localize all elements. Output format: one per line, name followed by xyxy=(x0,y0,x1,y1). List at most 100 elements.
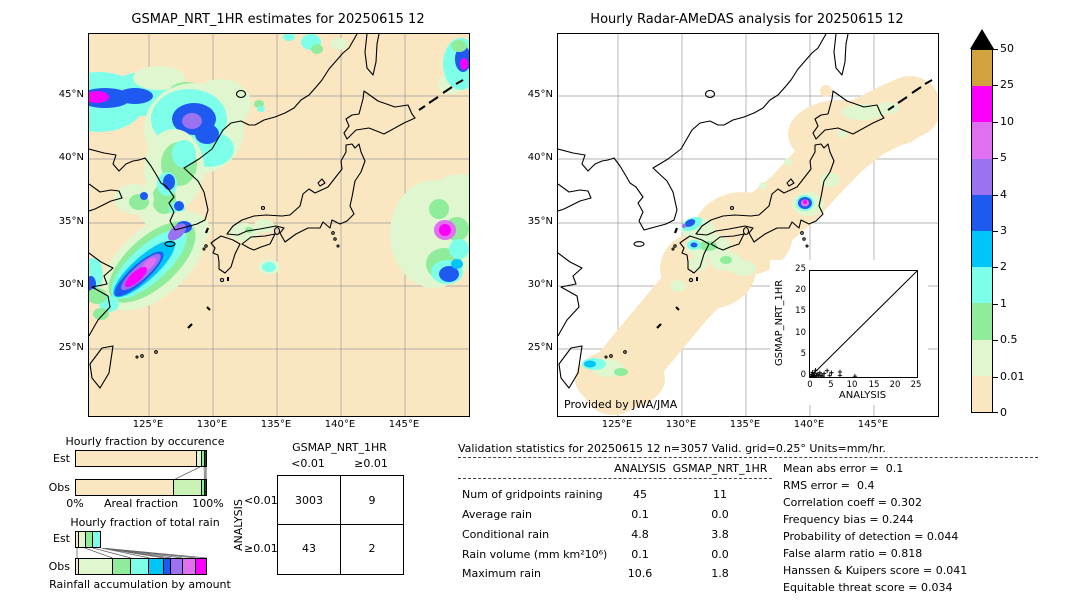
metric-label: RMS error = xyxy=(783,479,850,492)
scatter-point xyxy=(810,370,815,375)
left-ytick-0: 45°N xyxy=(58,89,84,100)
contingency-miss: 43 xyxy=(302,542,316,555)
metric-value: 0.244 xyxy=(882,513,914,526)
right-ytick-2: 35°N xyxy=(527,216,553,227)
metric-value: 0.818 xyxy=(890,547,923,560)
scatter-point xyxy=(824,368,830,373)
total-rain-connectors xyxy=(76,548,207,558)
metric-value: 0.041 xyxy=(935,564,968,577)
left-ytick-2: 35°N xyxy=(58,216,84,227)
colorbar-label-50: 50 xyxy=(1000,42,1014,55)
scatter-point xyxy=(827,373,832,377)
stats-row-label: Rain volume (mm km²10⁶) xyxy=(462,548,608,561)
metric-value: 0.034 xyxy=(920,581,953,594)
inset-ylabel: GSMAP_NRT_1HR xyxy=(774,279,785,367)
total-rain-bar-est xyxy=(75,531,102,548)
metric-value: 0.1 xyxy=(885,462,904,475)
stats-row-analysis: 0.1 xyxy=(631,508,649,521)
inset-xtick: 0 xyxy=(807,380,813,390)
scatter-point xyxy=(816,373,821,377)
gsmap-map-panel xyxy=(88,33,470,417)
left-map-title: GSMAP_NRT_1HR estimates for 20250615 12 xyxy=(131,12,425,27)
inset-plot-box xyxy=(809,270,918,378)
inset-xtick: 5 xyxy=(828,380,834,390)
stats-header: Validation statistics for 20250615 12 n=… xyxy=(458,442,886,455)
colorbar-tick xyxy=(993,49,998,50)
metric-value: 0.044 xyxy=(926,530,959,543)
metric-line: False alarm ratio = 0.818 xyxy=(783,547,922,560)
one-to-one-line xyxy=(810,271,917,377)
right-ytick-4: 25°N xyxy=(527,342,553,353)
contingency-grid: 3003 9 43 2 xyxy=(277,475,404,575)
metric-label: Hanssen & Kuipers score = xyxy=(783,564,933,577)
scatter-point xyxy=(817,370,823,375)
colorbar-label-10: 10 xyxy=(1000,115,1014,128)
inset-ytick: 20 xyxy=(795,285,806,295)
contingency-col-1: ≥0.01 xyxy=(354,457,388,470)
metric-line: Mean abs error = 0.1 xyxy=(783,462,903,475)
colorbar-tick xyxy=(993,158,998,159)
colorbar-tick xyxy=(993,231,998,232)
occurrence-connectors xyxy=(175,467,207,479)
total-rain-row-label-obs: Obs xyxy=(48,560,70,573)
stats-divider-cols xyxy=(458,478,772,479)
stats-row-gsmap: 0.0 xyxy=(711,548,729,561)
inset-xtick: 15 xyxy=(868,380,880,390)
stats-col-analysis: ANALYSIS xyxy=(614,462,666,475)
right-ytick-3: 30°N xyxy=(527,279,553,290)
metric-value: 0.302 xyxy=(890,496,923,509)
scatter-point xyxy=(829,370,834,375)
inset-xlabel: ANALYSIS xyxy=(838,390,887,401)
inset-ytick: 10 xyxy=(795,328,806,338)
colorbar-tick xyxy=(993,195,998,196)
colorbar-tick xyxy=(993,412,998,413)
stats-col-gsmap: GSMAP_NRT_1HR xyxy=(672,462,768,475)
colorbar-tick xyxy=(993,267,998,268)
total-rain-xlabel: Rainfall accumulation by amount xyxy=(49,578,231,591)
metric-line: Equitable threat score = 0.034 xyxy=(783,581,952,594)
total-rain-row-label-est: Est xyxy=(53,532,70,545)
right-xtick-4: 145°E xyxy=(857,419,889,430)
metric-line: Frequency bias = 0.244 xyxy=(783,513,914,526)
metric-line: Correlation coeff = 0.302 xyxy=(783,496,922,509)
precipitation-blobs xyxy=(89,34,469,320)
stats-row-label: Maximum rain xyxy=(462,567,541,580)
contingency-row-axis: ANALYSIS xyxy=(232,499,245,551)
colorbar-label-25: 25 xyxy=(1000,78,1014,91)
scatter-point xyxy=(813,368,818,373)
left-xtick-3: 140°E xyxy=(324,419,356,430)
colorbar-overflow-triangle xyxy=(970,29,994,49)
occurrence-xlabel: Areal fraction xyxy=(103,497,179,510)
left-xtick-4: 145°E xyxy=(388,419,420,430)
colorbar-label-05: 0.5 xyxy=(1000,333,1018,346)
metric-label: Mean abs error = xyxy=(783,462,879,475)
metric-line: Probability of detection = 0.044 xyxy=(783,530,958,543)
inset-ytick: 5 xyxy=(800,349,806,359)
occurrence-row-label-obs: Obs xyxy=(48,481,70,494)
metric-label: Probability of detection = xyxy=(783,530,924,543)
scatter-point xyxy=(852,373,858,377)
right-ytick-1: 40°N xyxy=(527,152,553,163)
metric-value: 0.4 xyxy=(856,479,875,492)
inset-xtick: 20 xyxy=(889,380,901,390)
contingency-hit: 2 xyxy=(368,542,376,555)
inset-plot-canvas xyxy=(810,271,917,377)
colorbar-label-5: 5 xyxy=(1000,151,1007,164)
stats-row-gsmap: 11 xyxy=(713,488,727,501)
stats-row-label: Conditional rain xyxy=(462,528,550,541)
gsmap-map-canvas xyxy=(89,34,469,416)
contingency-hline xyxy=(278,524,403,525)
stats-row-gsmap: 3.8 xyxy=(711,528,729,541)
inset-ytick: 0 xyxy=(800,370,806,380)
stats-row-gsmap: 1.8 xyxy=(711,567,729,580)
colorbar-label-001: 0.01 xyxy=(1000,370,1025,383)
occurrence-row-label-est: Est xyxy=(53,452,70,465)
colorbar-label-0: 0 xyxy=(1000,406,1007,419)
occurrence-title: Hourly fraction by occurence xyxy=(65,435,225,448)
contingency-col-0: <0.01 xyxy=(291,457,325,470)
colorbar-tick xyxy=(993,377,998,378)
occurrence-bar-est xyxy=(75,450,207,467)
colorbar-label-1: 1 xyxy=(1000,297,1007,310)
right-xtick-0: 125°E xyxy=(601,419,633,430)
